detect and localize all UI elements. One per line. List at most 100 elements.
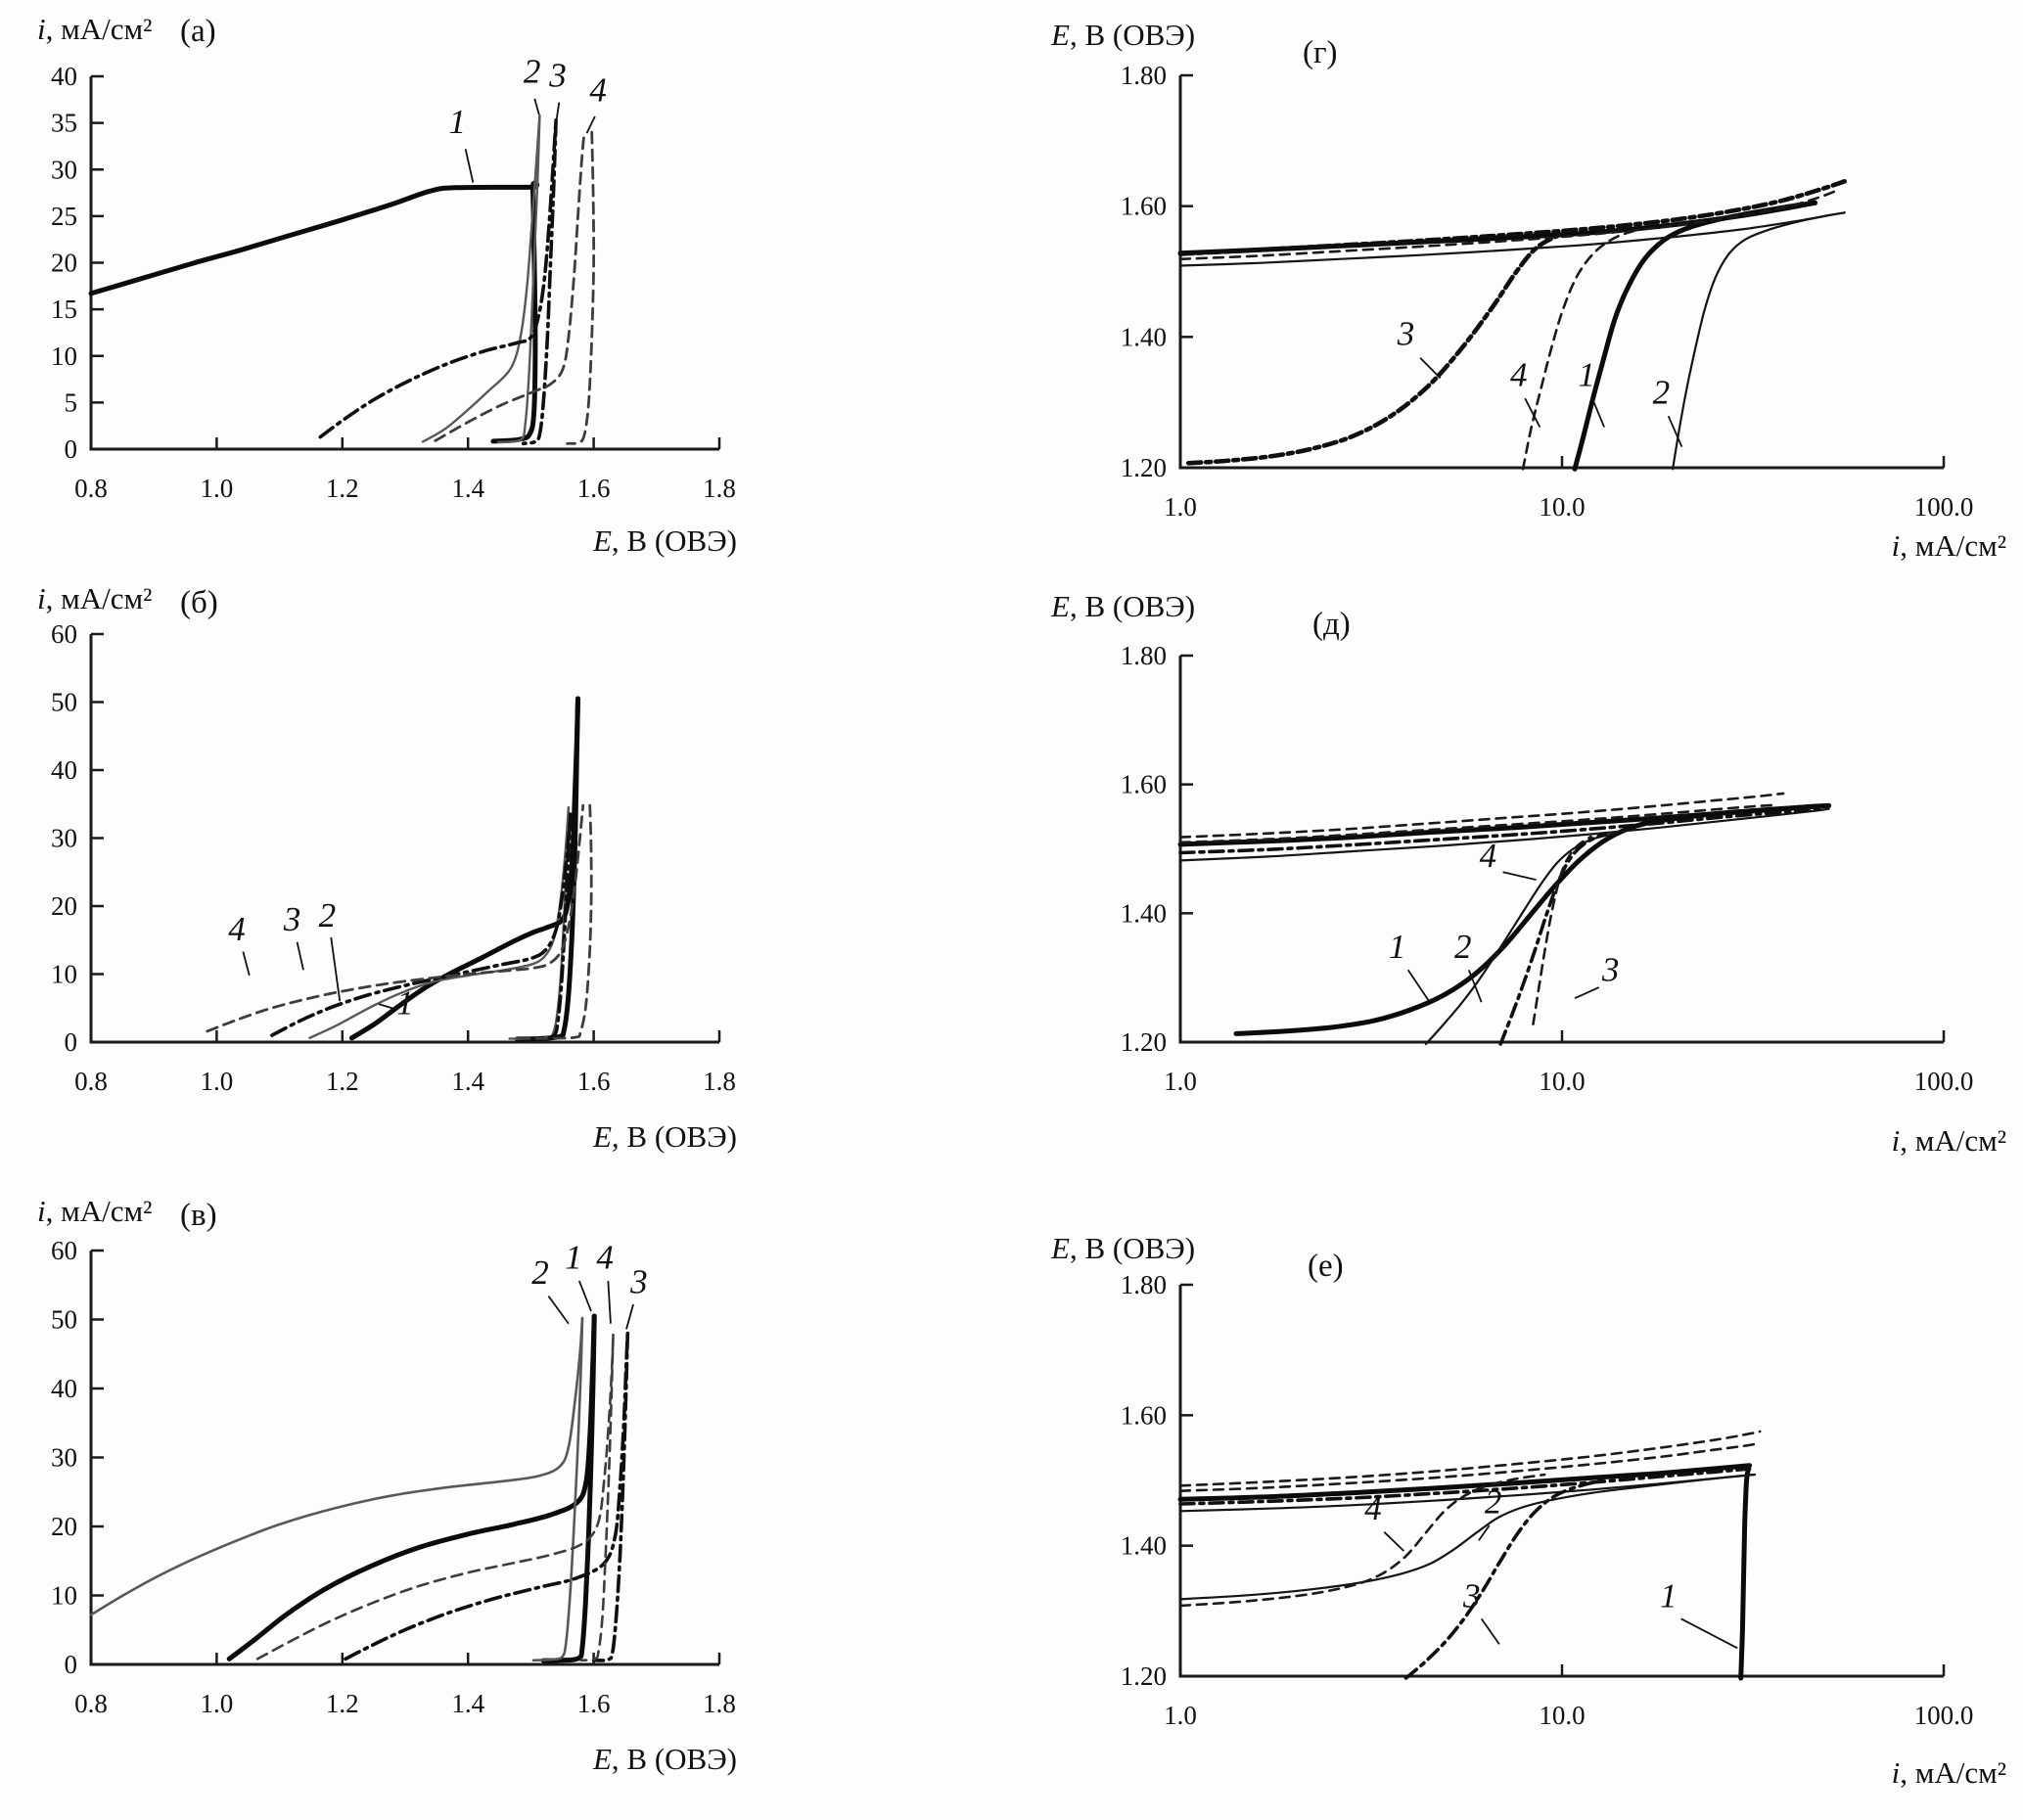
plot-v: i, мА/см² (в) 0 10 20 30 40 50 60 0.8 1.0 1.2 1.4 1.6… (37, 1194, 737, 1776)
x-tick-label-e-1.0: 1.0 (1164, 1701, 1197, 1730)
curve-e-2-branch1 (1178, 1473, 1757, 1513)
curve-e-4 (1178, 1473, 1546, 1608)
curve-label-v-3: 3 (629, 1263, 648, 1301)
x-tick-label-v-1.6: 1.6 (577, 1689, 611, 1718)
y-tick-label-v-0: 0 (65, 1650, 78, 1679)
y-axis-title-d: E, В (ОВЭ) (1050, 589, 1195, 623)
x-tick-label-b-1.6: 1.6 (577, 1067, 611, 1096)
y-tick-label-a-25: 25 (51, 202, 77, 231)
curve-e-4-branch1 (1178, 1430, 1762, 1487)
y-axis-title-a: i, мА/см² (37, 12, 152, 46)
curve-label-d-1: 1 (1389, 928, 1406, 966)
curve-v-2 (89, 1316, 584, 1616)
x-tick-label-b-1.0: 1.0 (201, 1067, 234, 1096)
panel-e: E, В (ОВЭ) (е) 1.20 1.40 1.60 1.80 1.0 10.0 100.… (1014, 1160, 2023, 1820)
curve-label-leader-g-2 (1667, 415, 1683, 447)
curve-d-3 (1498, 831, 1608, 1046)
x-tick-label-b-0.8: 0.8 (74, 1067, 108, 1096)
curve-label-e-1: 1 (1660, 1576, 1678, 1615)
curve-label-g-1: 1 (1578, 355, 1595, 393)
x-tick-label-b-1.8: 1.8 (703, 1067, 736, 1096)
x-tick-label-b-1.4: 1.4 (451, 1067, 484, 1096)
y-tick-label-b-10: 10 (51, 960, 77, 989)
x-tick-label-d-10.0: 10.0 (1539, 1067, 1585, 1096)
y-tick-label-e-1.20: 1.20 (1121, 1661, 1167, 1691)
curve-label-leader-v-4 (607, 1280, 612, 1324)
y-tick-label-g-1.40: 1.40 (1121, 322, 1167, 351)
curve-e-1-branch1 (1177, 1463, 1753, 1502)
x-tick-label-e-100.0: 100.0 (1914, 1701, 1974, 1730)
curve-label-a-2: 2 (524, 53, 541, 91)
curve-v-1-branch1 (540, 1313, 597, 1663)
y-tick-label-d-1.40: 1.40 (1121, 898, 1167, 928)
y-tick-label-e-1.80: 1.80 (1121, 1270, 1167, 1299)
y-tick-label-v-30: 30 (51, 1443, 77, 1473)
curve-g-4-branch1 (1521, 227, 1641, 471)
x-tick-label-d-100.0: 100.0 (1914, 1067, 1974, 1096)
x-tick-label-a-1.0: 1.0 (201, 474, 234, 503)
curve-v-4 (255, 1333, 615, 1661)
axes-a (89, 76, 719, 451)
curve-b-2 (308, 806, 571, 1039)
y-tick-label-a-20: 20 (51, 249, 77, 278)
y-tick-label-b-40: 40 (51, 755, 77, 785)
curve-label-leader-g-3 (1419, 357, 1442, 380)
curve-label-leader-e-1 (1680, 1617, 1738, 1650)
y-tick-label-d-1.20: 1.20 (1121, 1027, 1167, 1057)
y-axis-title-g: E, В (ОВЭ) (1050, 18, 1195, 52)
y-tick-label-v-60: 60 (51, 1236, 77, 1265)
curve-b-4 (206, 803, 585, 1033)
y-axis-title-e: E, В (ОВЭ) (1050, 1231, 1195, 1265)
curve-label-leader-a-2 (533, 98, 540, 115)
curve-label-leader-g-4 (1524, 397, 1541, 428)
curve-label-a-3: 3 (548, 56, 567, 94)
y-tick-label-b-0: 0 (65, 1027, 78, 1057)
curve-label-leader-e-3 (1480, 1617, 1500, 1645)
curve-label-b-4: 4 (228, 910, 246, 948)
y-tick-label-b-50: 50 (51, 688, 77, 717)
curve-label-v-1: 1 (565, 1238, 582, 1276)
curve-label-leader-e-2 (1478, 1524, 1491, 1541)
y-tick-label-g-1.20: 1.20 (1121, 453, 1167, 482)
y-tick-label-v-40: 40 (51, 1374, 77, 1403)
x-tick-label-e-10.0: 10.0 (1539, 1701, 1585, 1730)
y-tick-label-g-1.80: 1.80 (1121, 61, 1167, 90)
curve-label-e-3: 3 (1462, 1576, 1481, 1615)
curve-a-3 (318, 118, 558, 439)
curve-d-4-branch2 (1178, 803, 1776, 844)
curve-e-4-branch2 (1178, 1441, 1762, 1492)
y-tick-label-e-1.60: 1.60 (1121, 1400, 1167, 1430)
y-tick-label-e-1.40: 1.40 (1121, 1531, 1167, 1561)
curve-v-1 (226, 1313, 597, 1661)
curve-b-4-branch1 (517, 803, 593, 1040)
x-axis-title-b: E, В (ОВЭ) (592, 1119, 737, 1154)
x-axis-title-v: E, В (ОВЭ) (592, 1742, 737, 1776)
curve-a-1 (88, 180, 540, 444)
curve-b-3 (270, 812, 573, 1037)
curve-d-4-branch1 (1178, 792, 1785, 839)
curve-label-g-2: 2 (1653, 374, 1671, 412)
panel-g: E, В (ОВЭ) (г) 1.20 1.40 1.60 1.80 1.0 10.0 100.… (1014, 2, 2023, 573)
curve-d-2-branch1 (1178, 807, 1830, 862)
curve-label-leader-e-4 (1383, 1531, 1404, 1552)
x-tick-label-b-1.2: 1.2 (326, 1067, 359, 1096)
x-tick-label-v-0.8: 0.8 (74, 1689, 108, 1718)
panel-letter-a: (а) (180, 14, 216, 49)
curve-label-v-4: 4 (596, 1238, 614, 1276)
x-tick-label-d-1.0: 1.0 (1164, 1067, 1197, 1096)
y-tick-label-v-50: 50 (51, 1305, 77, 1335)
curve-g-2 (1178, 211, 1846, 267)
curve-label-leader-b-3 (296, 941, 304, 971)
axes-g (1178, 75, 1944, 470)
x-axis-title-a: E, В (ОВЭ) (592, 523, 737, 558)
curve-label-b-1: 1 (396, 984, 414, 1023)
x-tick-label-g-1.0: 1.0 (1164, 492, 1197, 522)
curve-label-a-4: 4 (589, 71, 607, 110)
x-axis-title-g: i, мА/см² (1892, 528, 2006, 563)
x-tick-label-g-100.0: 100.0 (1914, 492, 1974, 522)
y-tick-label-v-20: 20 (51, 1512, 77, 1541)
curve-label-d-2: 2 (1454, 928, 1472, 966)
curve-label-leader-v-3 (625, 1303, 634, 1330)
curve-label-leader-b-4 (242, 951, 251, 977)
